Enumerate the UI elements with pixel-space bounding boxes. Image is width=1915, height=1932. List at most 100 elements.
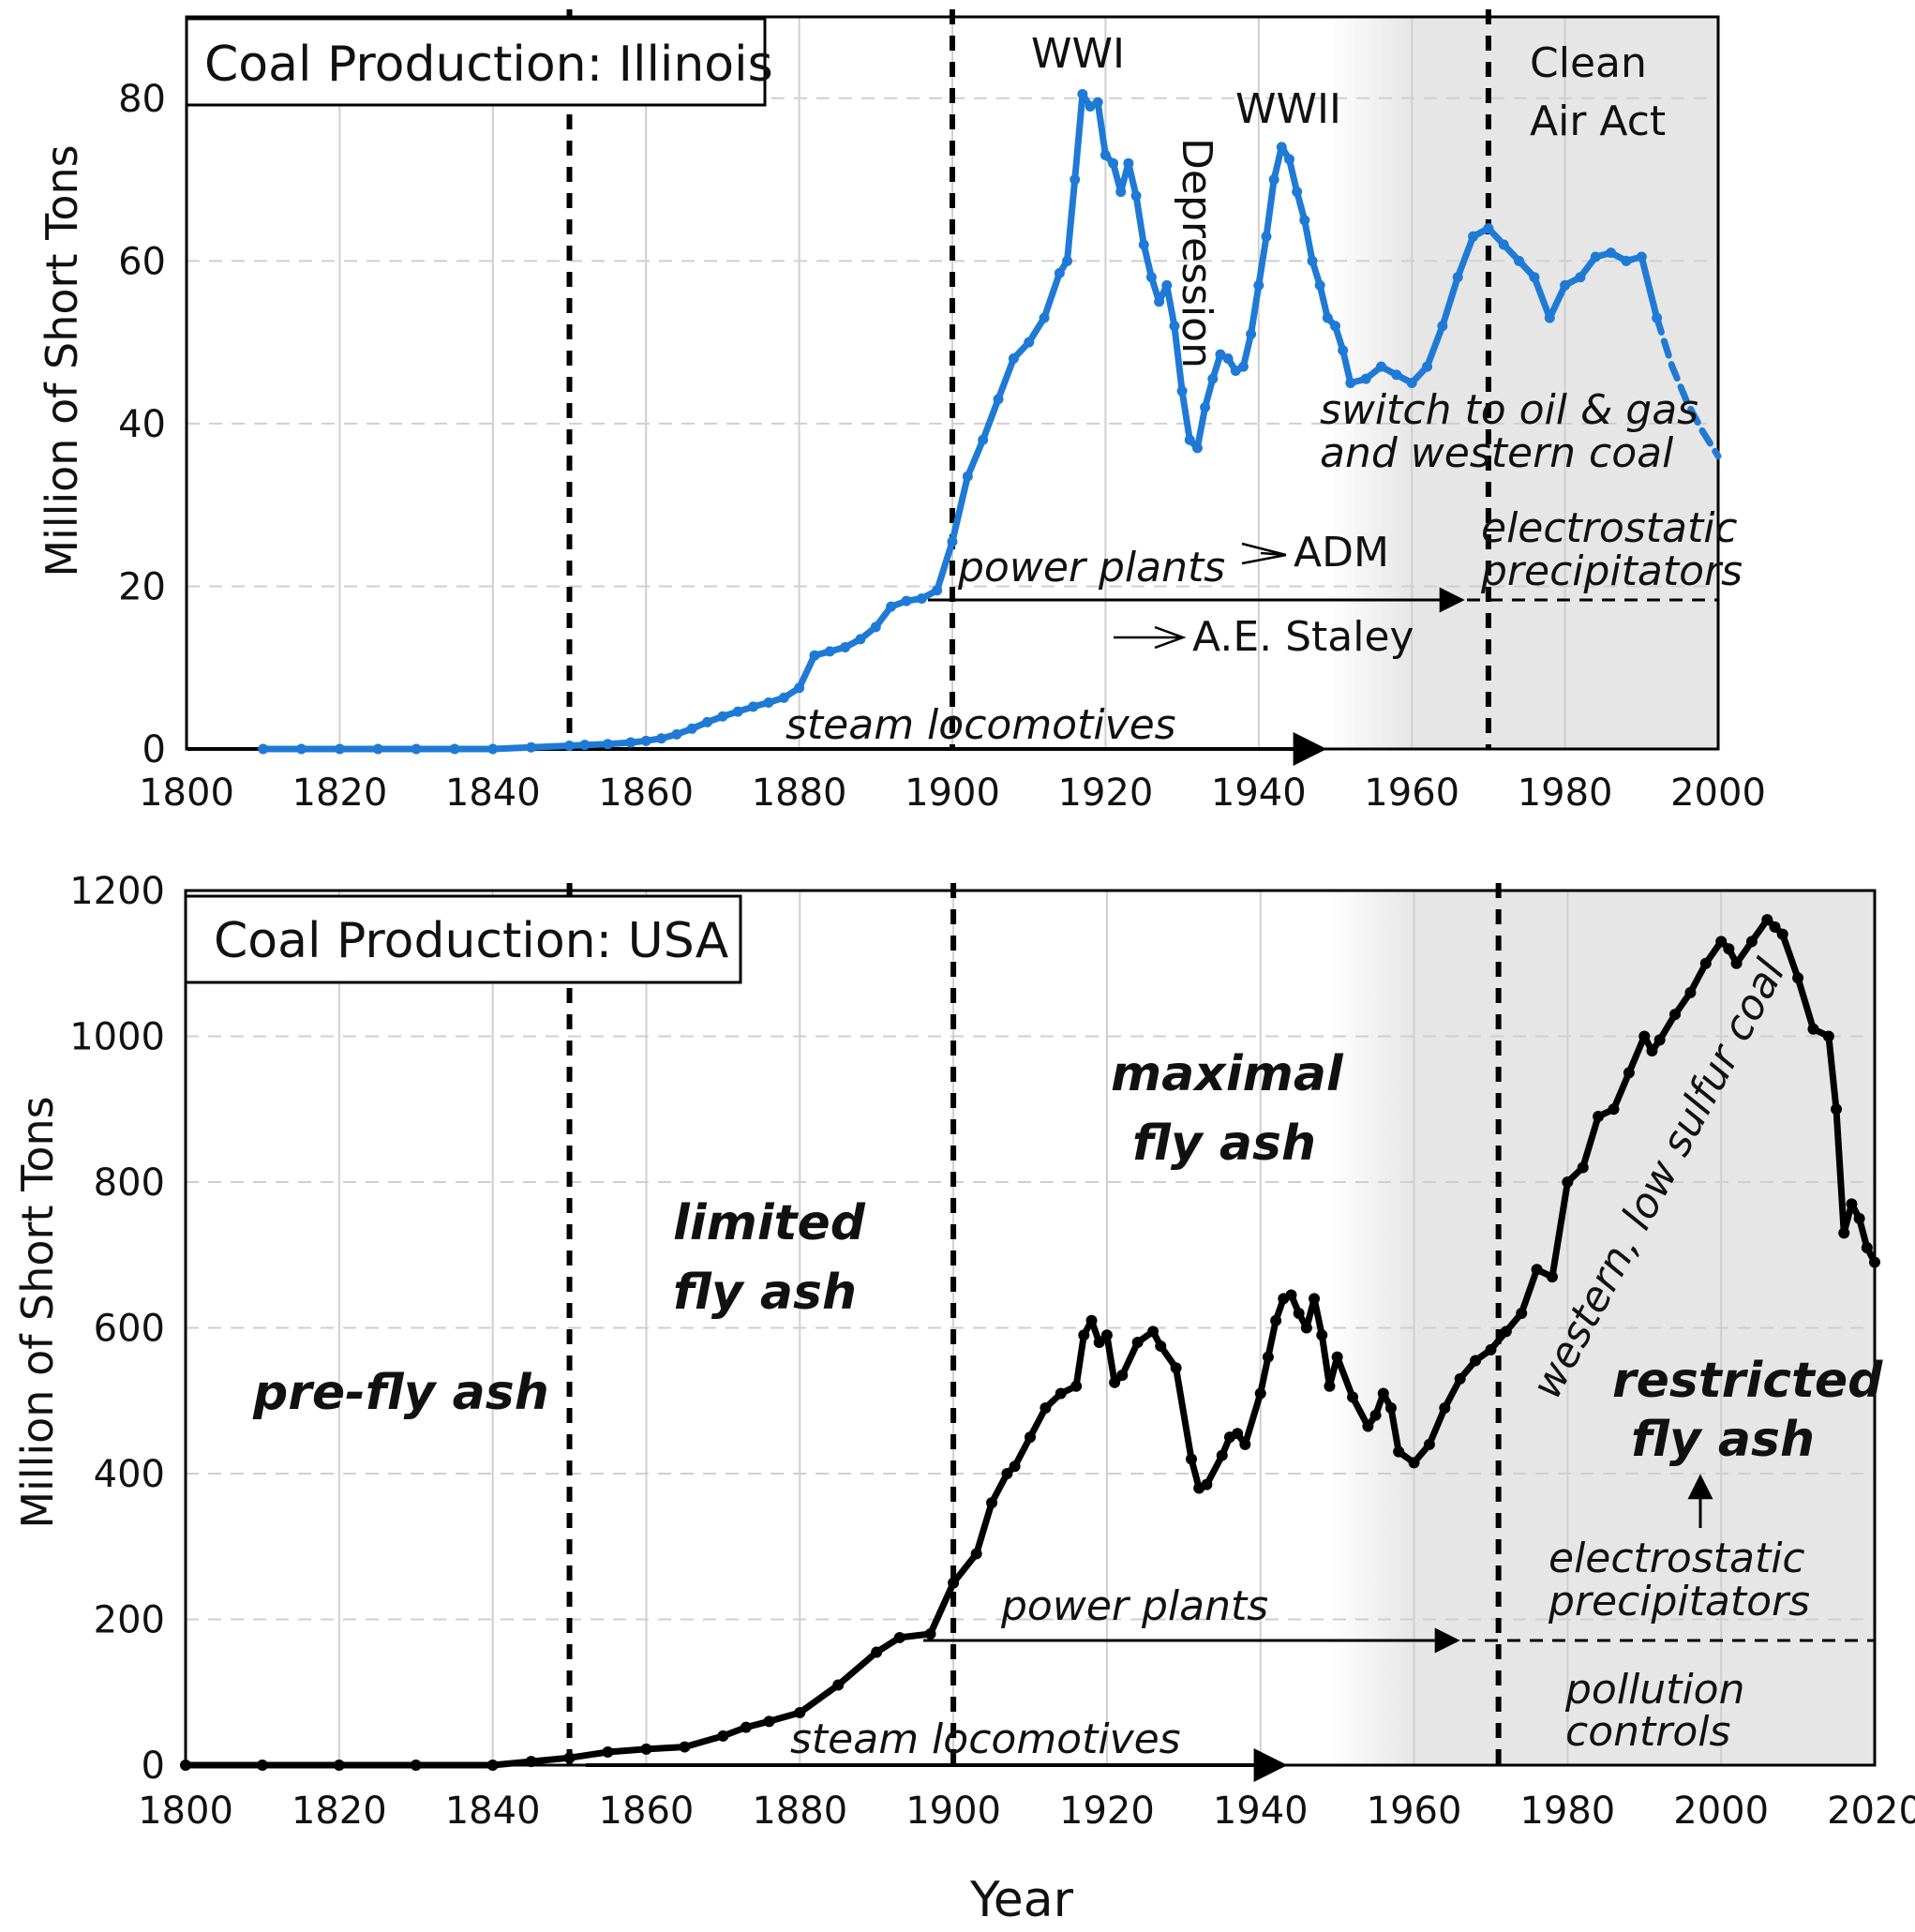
il-point [1338, 345, 1349, 356]
us-point [1792, 972, 1804, 984]
il-point [1154, 296, 1165, 307]
usa-chart-title: Coal Production: USA [214, 913, 729, 969]
il-xtick-2000: 2000 [1670, 771, 1766, 815]
us-point [1423, 1438, 1435, 1450]
il-point [1514, 255, 1525, 266]
illinois-wwi-label: WWI [1031, 30, 1125, 78]
us-point [1769, 921, 1781, 933]
il-point [763, 697, 774, 709]
il-point [1200, 402, 1211, 413]
usa-maximal-label-2: fly ash [1132, 1116, 1316, 1172]
il-point [1222, 352, 1234, 364]
illinois-y-tick-labels: 0 20 40 60 80 [118, 78, 166, 771]
us-point [717, 1730, 729, 1742]
us-point [563, 1752, 576, 1764]
usa-esp-label-1: electrostatic [1548, 1535, 1805, 1582]
us-point [1186, 1453, 1198, 1465]
il-point [1483, 223, 1494, 234]
il-point [1237, 361, 1249, 372]
il-point [1207, 373, 1219, 384]
us-xtick-1880: 1880 [752, 1790, 847, 1833]
il-point [855, 634, 866, 645]
illinois-depression-label: Depression [1173, 138, 1220, 368]
il-point [1215, 349, 1226, 360]
us-xtick-1980: 1980 [1519, 1790, 1615, 1833]
us-point [1324, 1380, 1336, 1392]
il-ytick-80: 80 [118, 78, 166, 121]
il-xtick-1840: 1840 [445, 771, 541, 815]
us-point [1216, 1449, 1228, 1461]
usa-series [180, 914, 1880, 1771]
us-point [1861, 1241, 1873, 1253]
us-point [1822, 1030, 1834, 1042]
il-point [748, 701, 759, 712]
us-point [1040, 1402, 1052, 1415]
us-point [1285, 1289, 1297, 1301]
us-point [1562, 1176, 1574, 1188]
il-point [1115, 187, 1127, 198]
usa-pollution-label-2: controls [1565, 1708, 1730, 1756]
us-point [1300, 1322, 1312, 1334]
il-point [717, 711, 728, 722]
il-point [1123, 157, 1134, 169]
us-point [1369, 1409, 1382, 1421]
us-point [1500, 1325, 1512, 1338]
us-point [1439, 1402, 1451, 1415]
us-point [740, 1721, 752, 1733]
il-point [993, 394, 1004, 405]
il-point [1452, 272, 1463, 283]
us-point [1262, 1351, 1274, 1363]
us-point [180, 1760, 191, 1771]
us-xtick-1960: 1960 [1367, 1790, 1462, 1833]
us-point [1723, 943, 1735, 955]
us-point [986, 1497, 998, 1509]
il-point [625, 737, 636, 748]
il-ytick-60: 60 [118, 240, 166, 283]
il-point [809, 650, 820, 661]
usa-y-tick-labels: 0 200 400 600 800 1000 1200 [69, 870, 165, 1788]
us-point [1838, 1227, 1850, 1239]
us-point [1009, 1460, 1021, 1473]
us-point [640, 1743, 652, 1755]
us-point [1546, 1271, 1558, 1283]
us-ytick-400: 400 [94, 1453, 165, 1496]
us-point [1293, 1307, 1305, 1319]
illinois-power-plants-label: power plants [957, 544, 1225, 592]
us-point [1078, 1329, 1090, 1341]
illinois-chart-title: Coal Production: Illinois [204, 37, 773, 93]
us-point [486, 1760, 499, 1771]
us-point [1715, 936, 1728, 948]
il-point [602, 739, 613, 750]
us-ytick-200: 200 [94, 1599, 165, 1642]
il-point [1391, 369, 1402, 381]
il-ytick-20: 20 [118, 565, 166, 608]
us-point [1408, 1457, 1420, 1469]
il-xtick-1980: 1980 [1518, 771, 1613, 815]
il-point [1636, 251, 1647, 262]
il-point [1138, 239, 1149, 250]
us-xtick-1940: 1940 [1213, 1790, 1309, 1833]
us-point [1846, 1198, 1858, 1210]
us-point [1831, 1103, 1843, 1116]
us-point [1331, 1351, 1343, 1363]
il-point [487, 743, 499, 755]
il-point [1292, 187, 1303, 198]
usa-power-plants-label: power plants [1000, 1582, 1268, 1630]
il-point [656, 733, 667, 744]
il-point [1314, 279, 1325, 291]
il-point [794, 682, 805, 694]
usa-steam-label: steam locomotives [790, 1715, 1181, 1763]
il-point [947, 536, 958, 547]
us-ytick-1000: 1000 [69, 1016, 165, 1059]
us-point [1239, 1438, 1251, 1450]
us-xtick-1840: 1840 [445, 1790, 541, 1833]
us-point [1131, 1337, 1144, 1349]
il-point [1560, 279, 1571, 291]
us-point [794, 1707, 806, 1719]
usa-maximal-label-1: maximal [1111, 1046, 1344, 1102]
il-point [526, 741, 537, 753]
us-point [1669, 1009, 1682, 1021]
il-point [778, 692, 789, 703]
il-point [1422, 361, 1433, 372]
